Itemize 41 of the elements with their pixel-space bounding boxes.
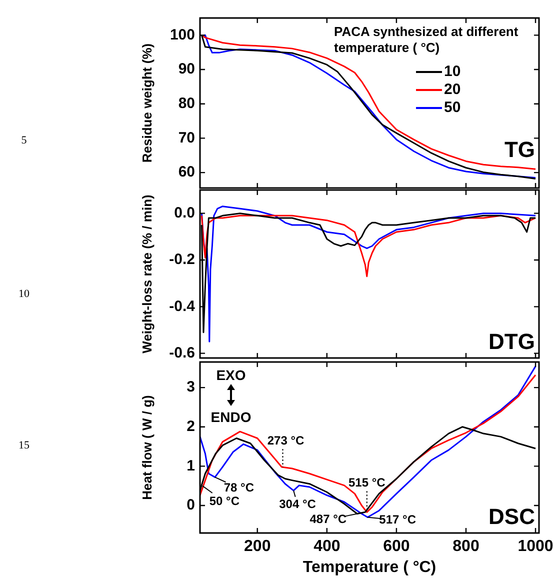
annotation: 78 °C	[224, 480, 254, 494]
annotation: DTG	[488, 329, 535, 354]
legend-label: 50	[444, 99, 461, 116]
y-tick-label: 0.0	[174, 204, 195, 222]
text: 15	[18, 440, 30, 452]
x-tick-label: 200	[244, 538, 271, 556]
legend-label: 20	[444, 81, 461, 98]
y-tick-label: -0.2	[169, 251, 195, 268]
x-axis-title: Temperature ( °C)	[302, 558, 436, 576]
y-tick-label: 80	[178, 95, 195, 112]
text: 10	[18, 288, 30, 300]
y-tick-label: -0.4	[169, 298, 196, 315]
y-tick-label: 0	[186, 496, 195, 514]
y-tick-label: 90	[178, 60, 195, 78]
y-tick-label: 60	[178, 164, 195, 181]
x-tick-label: 800	[452, 538, 480, 556]
annotation: 517 °C	[379, 512, 416, 527]
annotation: DSC	[488, 504, 536, 530]
y-axis-title: Weight-loss rate (% / min)	[139, 194, 154, 354]
x-tick-label: 400	[314, 538, 340, 556]
annotation: 273 °C	[267, 433, 304, 448]
annotation: ENDO	[210, 408, 252, 425]
y-axis-title: Residue weight (%)	[139, 43, 154, 163]
y-tick-label: 70	[178, 129, 195, 146]
y-tick-label: 100	[170, 26, 195, 44]
y-axis-title: Heat flow ( W / g)	[139, 395, 154, 500]
annotation: TG	[504, 137, 535, 162]
annotation: 515 °C	[348, 475, 386, 490]
y-tick-label: 3	[186, 378, 195, 396]
annotation: 304 °C	[279, 496, 316, 511]
x-tick-label: 600	[383, 538, 410, 556]
annotation: 487 °C	[310, 512, 347, 526]
y-tick-label: -0.6	[169, 344, 195, 362]
annotation: EXO	[216, 366, 246, 383]
legend-label: 10	[444, 63, 461, 80]
y-tick-label: 1	[186, 457, 195, 474]
y-tick-label: 2	[186, 418, 195, 436]
legend-title: PACA synthesized at different temperature ( °C)	[334, 24, 519, 56]
x-tick-label: 1000	[518, 538, 554, 556]
annotation: 50 °C	[209, 494, 240, 508]
text: 5	[21, 134, 28, 146]
